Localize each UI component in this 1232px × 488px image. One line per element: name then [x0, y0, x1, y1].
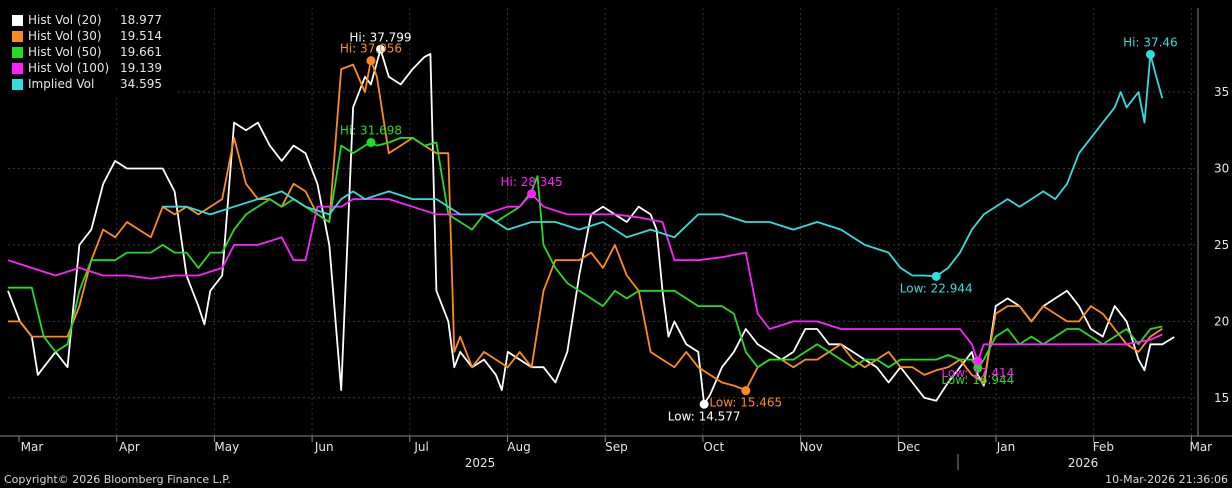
x-tick-label: May — [214, 440, 239, 454]
x-tick-label: Sep — [605, 440, 628, 454]
x-tick-label: Apr — [119, 440, 140, 454]
hi-label-1: Hi: 37.056 — [340, 42, 402, 56]
y-tick-label: 15 — [1214, 391, 1229, 405]
grid-lines — [8, 8, 1198, 436]
hi-marker-0 — [375, 44, 385, 54]
x-tick-label: Dec — [897, 440, 920, 454]
hi-label-0: Hi: 37.799 — [349, 30, 411, 44]
low-label-0: Low: 14.577 — [668, 409, 741, 423]
year-label: 2026 — [1068, 456, 1099, 470]
hi-marker-4 — [1145, 49, 1155, 59]
legend-name: Hist Vol (30) — [28, 29, 102, 43]
low-marker-4 — [931, 271, 941, 281]
series-line-3 — [7, 192, 1163, 362]
low-label-3: Low: 17.414 — [941, 366, 1014, 380]
legend-entry-0: Hist Vol (20) 18.977 — [12, 12, 172, 28]
legend-name: Hist Vol (50) — [28, 45, 102, 59]
low-label-2: Low: 16.944 — [941, 373, 1014, 387]
low-marker-0 — [699, 399, 709, 409]
y-tick-label: 35 — [1214, 85, 1229, 99]
y-tick-label: 25 — [1214, 238, 1229, 252]
x-tick-label: Aug — [507, 440, 530, 454]
series-line-4 — [162, 53, 1164, 278]
year-label: 2025 — [465, 456, 496, 470]
low-marker-2 — [973, 363, 983, 373]
low-label-1: Low: 15.465 — [709, 396, 782, 410]
y-tick-label: 20 — [1214, 314, 1229, 328]
x-tick-label: Jan — [996, 440, 1016, 454]
legend-value: 19.514 — [120, 29, 162, 43]
marker-layer: Hi: 37.799 Low: 14.577 Hi: 37.056 Low: 15.4… — [340, 30, 1178, 423]
x-tick-label: Mar — [21, 440, 44, 454]
hi-marker-3 — [527, 189, 537, 199]
x-tick-label: Jul — [413, 440, 428, 454]
legend-name: Implied Vol — [28, 77, 95, 91]
x-tick-label: Jun — [314, 440, 334, 454]
low-marker-3 — [973, 356, 983, 366]
legend-value: 34.595 — [120, 77, 162, 91]
legend-name: Hist Vol (100) — [28, 61, 110, 75]
hi-label-2: Hi: 31.698 — [340, 124, 402, 138]
low-label-4: Low: 22.944 — [900, 281, 973, 295]
legend-entry-1: Hist Vol (30) 19.514 — [12, 28, 172, 44]
legend-swatch — [12, 30, 23, 42]
x-tick-label: Nov — [799, 440, 822, 454]
legend-swatch — [12, 14, 23, 26]
y-tick-label: 30 — [1214, 162, 1229, 176]
hi-label-4: Hi: 37.46 — [1123, 35, 1178, 49]
legend-value: 19.139 — [120, 61, 162, 75]
low-marker-1 — [741, 386, 751, 396]
timestamp-text: 10-Mar-2026 21:36:06 — [1105, 473, 1228, 486]
legend-entry-2: Hist Vol (50) 19.661 — [12, 44, 172, 60]
legend-value: 18.977 — [120, 13, 162, 27]
x-tick-label: Feb — [1093, 440, 1114, 454]
series-layer — [7, 48, 1175, 405]
legend-swatch — [12, 78, 23, 90]
legend-name: Hist Vol (20) — [28, 13, 102, 27]
series-line-2 — [8, 137, 1163, 370]
series-line-1 — [8, 59, 1163, 391]
hi-marker-1 — [366, 56, 376, 66]
legend: Hist Vol (20) 18.977 Hist Vol (30) 19.514 Hi… — [8, 10, 178, 96]
hi-label-3: Hi: 28.345 — [500, 175, 562, 189]
footer: Copyright© 2026 Bloomberg Finance L.P. 1… — [0, 470, 1232, 488]
legend-swatch — [12, 46, 23, 58]
legend-swatch — [12, 62, 23, 74]
legend-value: 19.661 — [120, 45, 162, 59]
legend-entry-4: Implied Vol 34.595 — [12, 76, 172, 92]
hi-marker-2 — [366, 138, 376, 148]
copyright-text: Copyright© 2026 Bloomberg Finance L.P. — [4, 473, 231, 486]
legend-entry-3: Hist Vol (100) 19.139 — [12, 60, 172, 76]
x-tick-label: Mar — [1189, 440, 1212, 454]
x-tick-label: Oct — [703, 440, 724, 454]
